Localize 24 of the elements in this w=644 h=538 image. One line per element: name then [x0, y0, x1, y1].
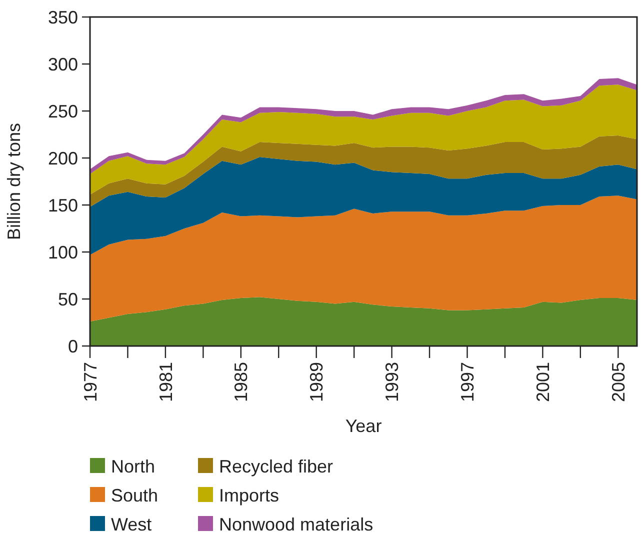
y-tick-label: 100: [48, 242, 78, 262]
y-tick-label: 300: [48, 54, 78, 74]
legend-label: Nonwood materials: [219, 514, 374, 534]
legend-label: Imports: [219, 485, 280, 506]
x-tick-label: 1981: [156, 362, 176, 402]
y-tick-label: 0: [68, 336, 78, 356]
x-tick-label: 1993: [382, 362, 402, 402]
x-tick-label: 1985: [231, 362, 252, 402]
y-tick-label: 200: [48, 148, 78, 168]
x-tick-label: 1997: [458, 362, 478, 402]
legend-label: North: [111, 456, 156, 476]
x-tick-label: 2001: [532, 362, 553, 402]
x-tick-label: 1977: [80, 362, 100, 402]
legend-label: West: [111, 514, 152, 534]
y-axis-title: Billion dry tons: [4, 122, 24, 240]
x-tick-label: 1989: [306, 362, 327, 402]
x-axis-title: Year: [345, 416, 382, 436]
y-tick-label: 150: [48, 195, 78, 216]
y-tick-label: 250: [48, 101, 78, 122]
y-tick-label: 50: [58, 289, 78, 310]
x-tick-label: 2005: [608, 362, 628, 402]
y-tick-label: 350: [48, 7, 78, 28]
legend-label: South: [111, 485, 158, 506]
legend-label: Recycled fiber: [219, 456, 334, 476]
